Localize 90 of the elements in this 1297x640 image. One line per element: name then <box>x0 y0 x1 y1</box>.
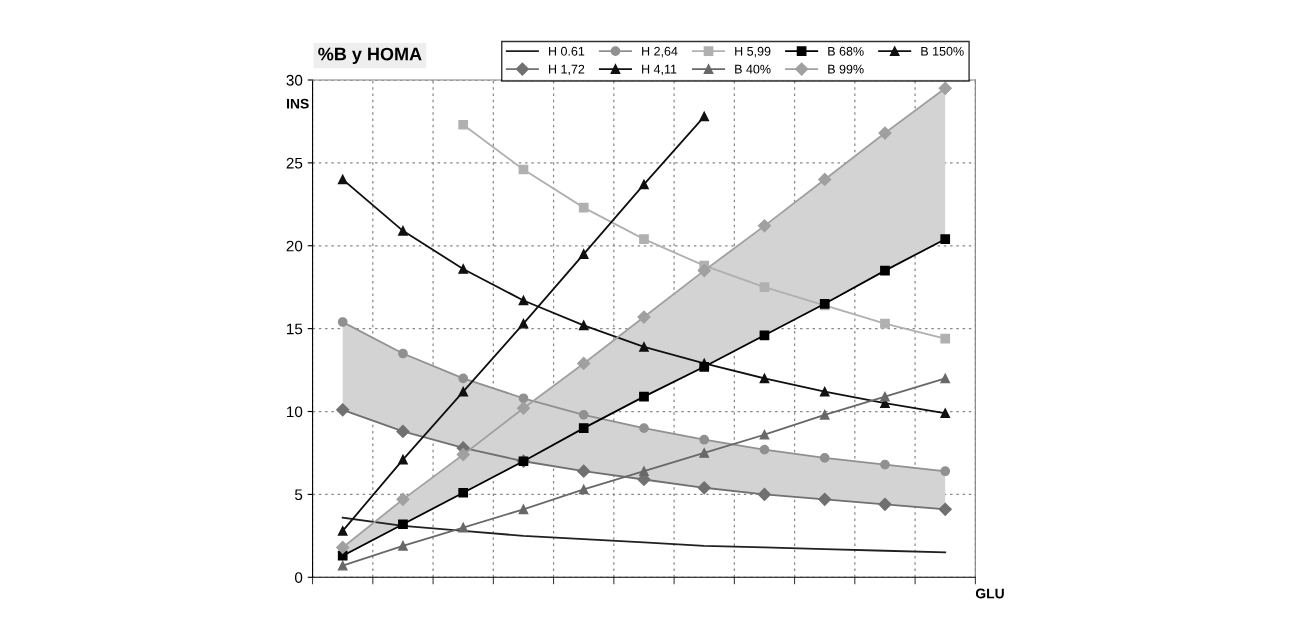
point <box>518 295 529 306</box>
legend-label: H 5,99 <box>735 46 771 58</box>
point <box>938 502 952 516</box>
point <box>458 386 469 397</box>
y-tick-label: 20 <box>286 240 303 252</box>
y-tick-label: 0 <box>294 572 303 583</box>
point <box>880 265 890 276</box>
point <box>639 234 649 244</box>
legend-label: B 99% <box>828 64 864 74</box>
point <box>697 481 711 495</box>
point <box>578 423 589 433</box>
point <box>578 202 589 213</box>
legend-label: H 4,11 <box>642 64 677 76</box>
point <box>639 342 649 352</box>
point <box>398 540 408 551</box>
point <box>699 448 710 458</box>
point <box>516 401 531 415</box>
point <box>878 126 892 140</box>
legend-label: H 1,72 <box>549 64 585 76</box>
point <box>759 282 770 293</box>
point <box>577 356 591 371</box>
point <box>518 504 529 515</box>
point <box>639 391 649 402</box>
point <box>880 459 890 470</box>
point <box>578 484 589 495</box>
legend-label: B 150% <box>921 46 964 56</box>
point <box>458 373 469 384</box>
y-tick-label: 30 <box>286 74 303 86</box>
point <box>938 81 952 95</box>
point <box>577 464 591 478</box>
point <box>456 448 470 462</box>
point <box>759 330 770 341</box>
point <box>518 393 529 404</box>
point <box>639 466 649 477</box>
point <box>398 348 408 359</box>
legend-label: H 2,64 <box>642 46 678 58</box>
y-tick-label: 5 <box>294 489 303 501</box>
point <box>337 560 348 571</box>
point <box>757 219 772 233</box>
point <box>940 408 951 419</box>
point <box>940 466 951 477</box>
line-series <box>341 516 947 554</box>
point <box>458 119 469 130</box>
point <box>639 423 649 433</box>
point <box>336 540 350 555</box>
point <box>637 310 651 324</box>
point <box>398 519 408 530</box>
legend-label: B 68% <box>828 46 864 56</box>
point <box>940 333 951 344</box>
point <box>398 454 408 465</box>
point <box>697 264 711 278</box>
point <box>518 318 529 329</box>
point <box>818 172 832 187</box>
point <box>940 373 951 384</box>
point <box>337 317 348 327</box>
point <box>819 453 830 463</box>
point <box>880 391 890 402</box>
point <box>396 492 410 506</box>
point <box>398 225 408 236</box>
point <box>396 424 410 438</box>
point <box>578 249 589 259</box>
chart-title: %B y HOMA <box>318 47 422 64</box>
point <box>878 497 892 511</box>
y-axis-title: INS <box>287 98 309 109</box>
point <box>819 409 830 420</box>
point <box>940 234 951 244</box>
point <box>759 373 770 384</box>
point <box>336 403 350 417</box>
point <box>337 174 348 185</box>
point <box>880 318 890 329</box>
point <box>578 320 589 331</box>
y-tick-label: 25 <box>286 157 303 169</box>
point <box>818 492 832 506</box>
point <box>759 444 770 455</box>
legend-label: H 0.61 <box>549 46 585 56</box>
point <box>757 487 772 501</box>
point <box>759 429 770 440</box>
y-tick-label: 15 <box>287 323 303 335</box>
legend-label: B 40% <box>735 64 771 74</box>
point <box>458 522 469 533</box>
y-tick-label: 10 <box>287 406 303 418</box>
point <box>458 264 469 274</box>
point <box>639 179 649 190</box>
point <box>699 434 710 445</box>
point <box>458 487 469 498</box>
point <box>337 526 348 536</box>
point <box>819 386 830 397</box>
point <box>699 111 710 122</box>
x-axis-title: GLU <box>975 588 1004 599</box>
point <box>578 409 589 420</box>
